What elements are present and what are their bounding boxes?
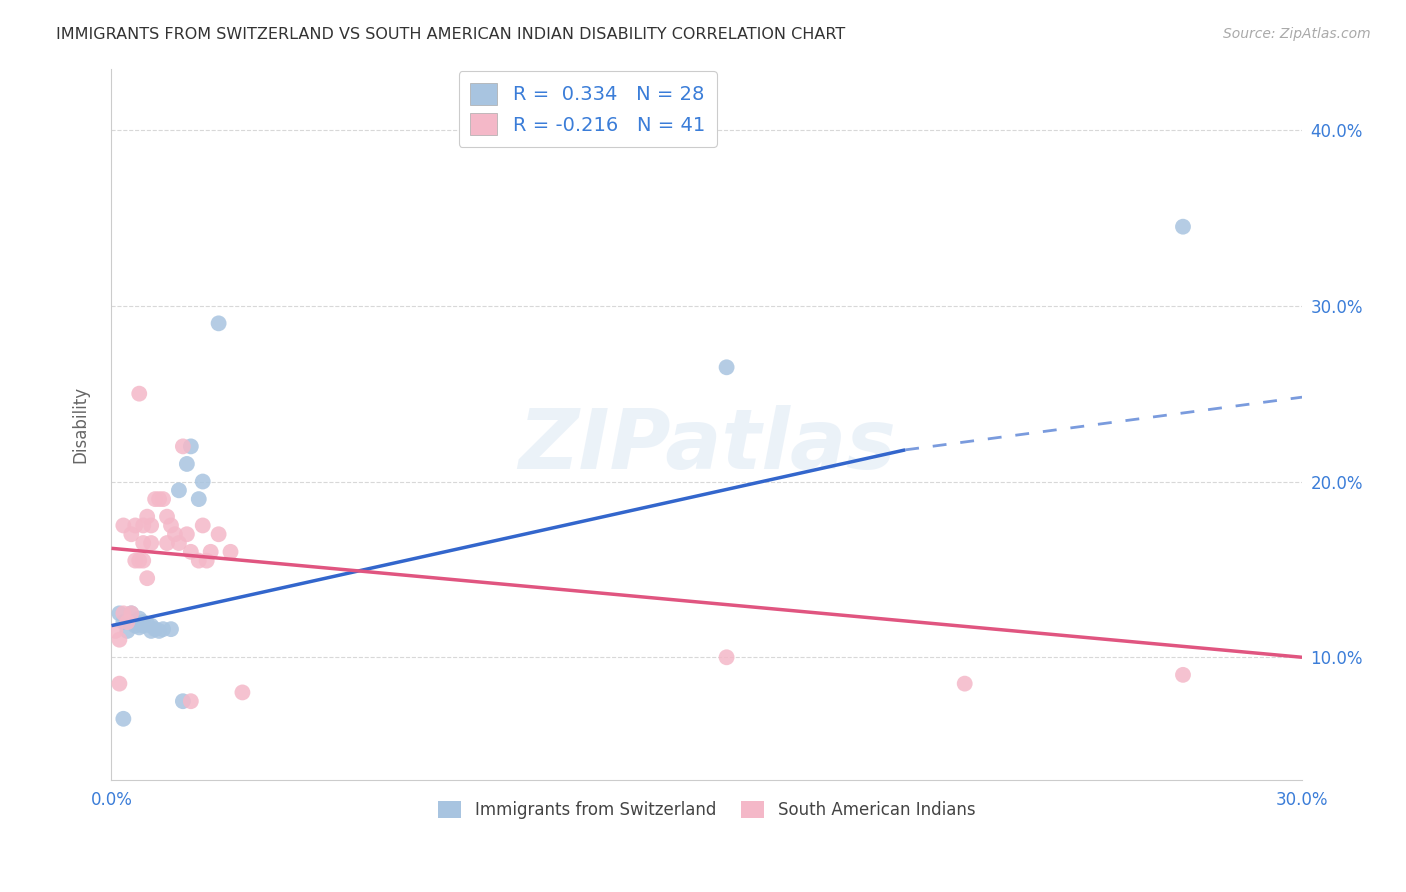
Point xyxy=(143,622,166,636)
Point xyxy=(136,571,159,585)
Point xyxy=(195,553,218,567)
Point xyxy=(1171,219,1194,234)
Point xyxy=(187,492,209,507)
Point xyxy=(219,545,242,559)
Point xyxy=(124,553,146,567)
Point xyxy=(124,618,146,632)
Point xyxy=(176,457,198,471)
Point xyxy=(953,676,976,690)
Point xyxy=(120,527,142,541)
Point xyxy=(156,509,179,524)
Point xyxy=(152,492,174,507)
Point xyxy=(128,386,150,401)
Point xyxy=(207,527,229,541)
Point xyxy=(117,615,139,629)
Point xyxy=(128,612,150,626)
Point xyxy=(167,483,190,498)
Point xyxy=(716,360,738,375)
Point xyxy=(128,620,150,634)
Point xyxy=(117,624,139,638)
Point xyxy=(148,492,170,507)
Point xyxy=(207,317,229,331)
Y-axis label: Disability: Disability xyxy=(72,386,89,463)
Point xyxy=(191,475,214,489)
Point xyxy=(136,509,159,524)
Point xyxy=(141,618,163,632)
Point xyxy=(191,518,214,533)
Point xyxy=(180,439,202,453)
Point xyxy=(231,685,253,699)
Point xyxy=(148,624,170,638)
Point xyxy=(112,518,135,533)
Point xyxy=(132,536,155,550)
Point xyxy=(160,622,183,636)
Point xyxy=(716,650,738,665)
Point xyxy=(1171,668,1194,682)
Point xyxy=(132,553,155,567)
Point xyxy=(112,607,135,621)
Point xyxy=(167,536,190,550)
Point xyxy=(120,607,142,621)
Point xyxy=(132,618,155,632)
Text: Source: ZipAtlas.com: Source: ZipAtlas.com xyxy=(1223,27,1371,41)
Point xyxy=(108,632,131,647)
Point xyxy=(112,615,135,629)
Point xyxy=(104,624,127,638)
Point xyxy=(141,536,163,550)
Point xyxy=(108,607,131,621)
Point xyxy=(180,694,202,708)
Point xyxy=(136,616,159,631)
Text: ZIPatlas: ZIPatlas xyxy=(517,405,896,486)
Point xyxy=(132,615,155,629)
Point xyxy=(152,622,174,636)
Point xyxy=(187,553,209,567)
Legend: Immigrants from Switzerland, South American Indians: Immigrants from Switzerland, South Ameri… xyxy=(432,794,981,825)
Point xyxy=(200,545,222,559)
Point xyxy=(172,439,194,453)
Point xyxy=(160,518,183,533)
Point xyxy=(124,518,146,533)
Point xyxy=(120,615,142,629)
Point xyxy=(143,492,166,507)
Point xyxy=(132,518,155,533)
Point xyxy=(141,518,163,533)
Point xyxy=(128,553,150,567)
Point xyxy=(176,527,198,541)
Point xyxy=(180,545,202,559)
Point xyxy=(112,712,135,726)
Point xyxy=(108,676,131,690)
Point xyxy=(141,624,163,638)
Point xyxy=(163,527,186,541)
Point xyxy=(124,615,146,629)
Text: IMMIGRANTS FROM SWITZERLAND VS SOUTH AMERICAN INDIAN DISABILITY CORRELATION CHAR: IMMIGRANTS FROM SWITZERLAND VS SOUTH AME… xyxy=(56,27,845,42)
Point xyxy=(172,694,194,708)
Point xyxy=(156,536,179,550)
Point xyxy=(120,607,142,621)
